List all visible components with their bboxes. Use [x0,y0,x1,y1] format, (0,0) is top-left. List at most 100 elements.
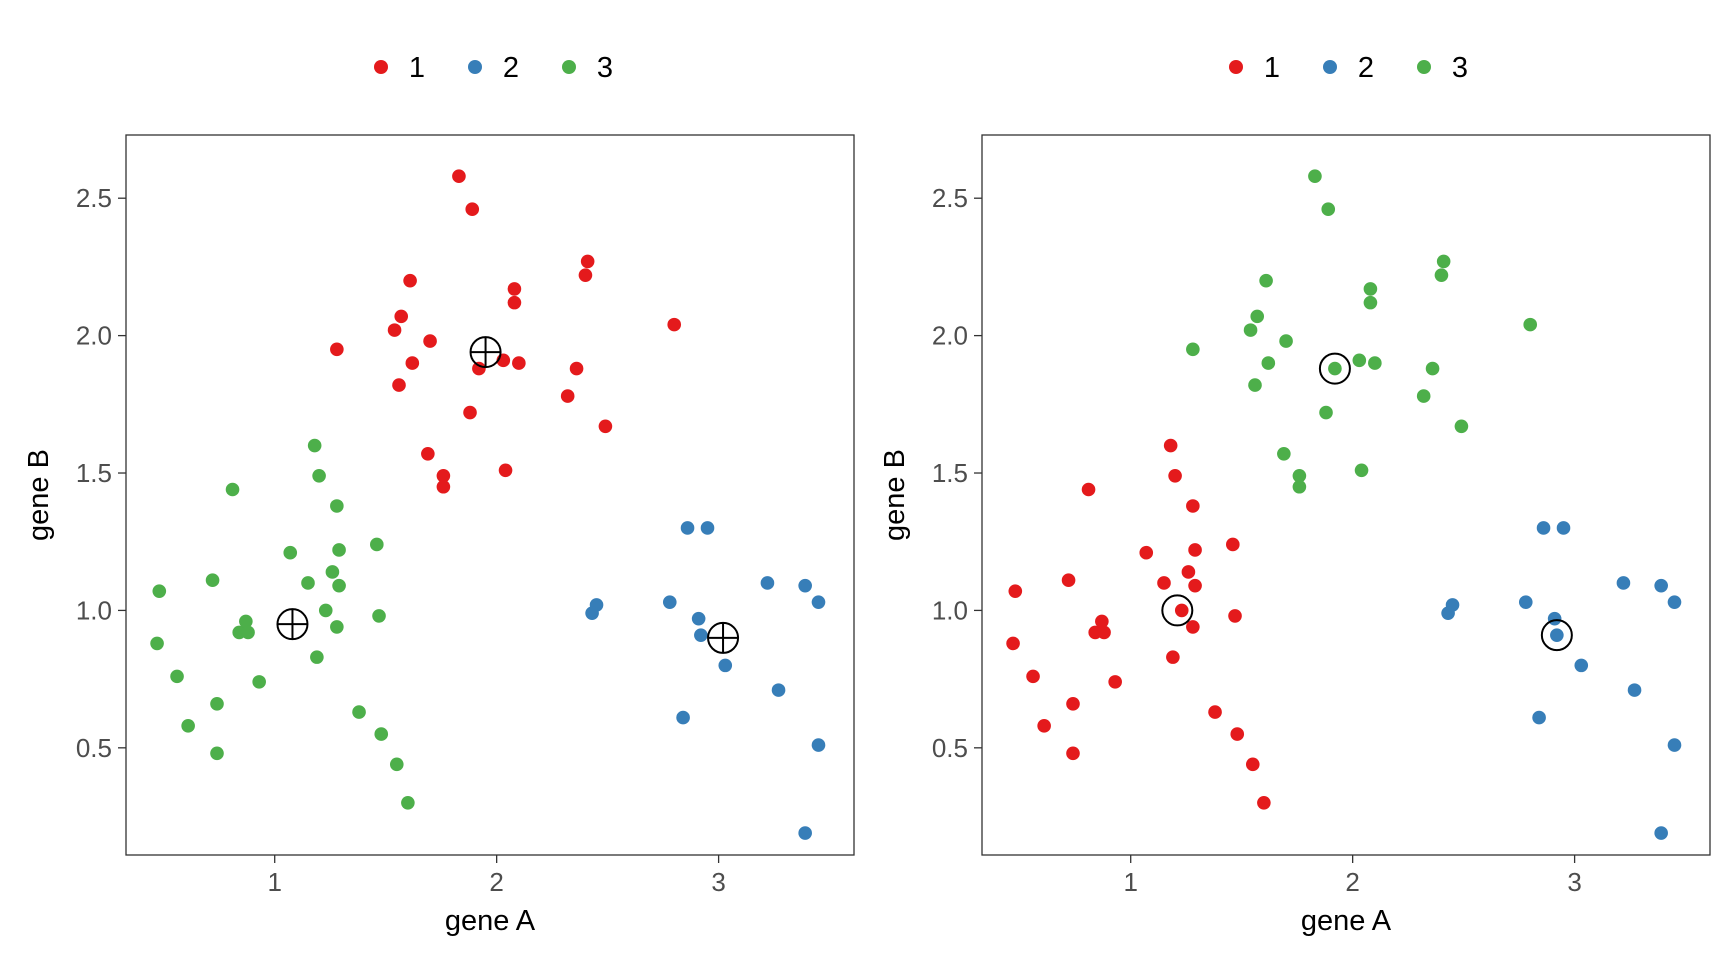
data-point-cluster-3 [239,614,253,629]
data-point-cluster-1 [498,463,513,478]
data-point-cluster-2 [1532,710,1546,725]
data-point-cluster-3 [1319,405,1333,420]
data-point-cluster-3 [1368,356,1382,370]
x-axis-title: gene A [445,905,536,937]
data-point-cluster-1 [452,169,466,184]
data-point-cluster-1 [1066,746,1080,761]
data-point-cluster-2 [760,576,775,590]
data-point-cluster-2 [662,595,677,609]
data-point-cluster-1 [1006,636,1020,651]
data-point-cluster-3 [1434,268,1449,282]
data-point-cluster-1 [1174,603,1189,618]
data-point-cluster-2 [771,683,786,697]
data-point-cluster-3 [301,576,315,590]
x-tick-label: 3 [1567,867,1581,897]
data-point-cluster-3 [1292,468,1307,483]
data-point-cluster-1 [1095,614,1109,629]
data-point-cluster-3 [1243,323,1258,337]
data-point-cluster-2 [1654,578,1668,593]
data-point-cluster-3 [1416,389,1431,403]
legend-label-3: 3 [597,52,613,84]
data-point-cluster-3 [374,727,389,741]
data-point-cluster-1 [392,378,406,392]
data-point-cluster-2 [1654,826,1668,840]
data-point-cluster-3 [1279,334,1293,348]
data-point-cluster-2 [585,606,599,620]
data-point-cluster-3 [252,675,266,689]
x-tick-label: 1 [1123,867,1137,897]
data-point-cluster-3 [1363,282,1378,296]
legend-label-2: 2 [1358,52,1374,84]
data-point-cluster-1 [569,361,584,376]
x-tick-label: 2 [1345,867,1359,897]
y-tick-label: 0.5 [76,733,112,763]
data-point-cluster-1 [1186,620,1200,634]
data-point-cluster-3 [283,545,298,560]
data-point-cluster-1 [1168,468,1182,483]
data-point-cluster-2 [700,521,715,535]
y-tick-label: 2.0 [932,321,968,351]
legend-key-3 [1417,60,1431,74]
data-point-cluster-1 [507,295,522,310]
data-point-cluster-1 [512,356,526,370]
data-point-cluster-3 [1523,317,1538,332]
data-point-cluster-1 [1061,573,1076,587]
y-axis-title: gene B [879,449,911,541]
data-point-cluster-2 [1536,521,1551,535]
data-point-cluster-1 [472,361,486,376]
legend-label-3: 3 [1452,52,1468,84]
data-point-cluster-1 [394,309,409,324]
data-point-cluster-3 [1259,273,1273,288]
data-point-cluster-1 [1026,669,1040,684]
data-point-cluster-3 [1248,378,1262,392]
data-point-cluster-3 [310,650,324,664]
data-point-cluster-1 [387,323,402,337]
data-point-cluster-1 [1081,482,1096,497]
data-point-cluster-3 [170,669,184,684]
data-point-cluster-2 [798,826,812,840]
data-point-cluster-3 [1321,202,1336,216]
data-point-cluster-1 [1157,576,1171,590]
data-point-cluster-3 [401,795,415,810]
data-point-cluster-3 [332,543,346,557]
data-point-cluster-1 [1108,675,1122,689]
data-point-cluster-1 [598,419,613,434]
data-point-cluster-3 [1292,479,1307,494]
data-point-cluster-1 [1163,438,1178,453]
legend-label-1: 1 [1264,52,1280,84]
medoid-marker [1161,594,1194,627]
data-point-cluster-3 [352,705,366,719]
medoid-marker [1540,619,1573,652]
data-point-cluster-2 [1627,683,1642,697]
data-point-cluster-1 [463,405,477,420]
legend-label-1: 1 [409,52,425,84]
legend: 1 2 3 [374,52,613,84]
data-point-cluster-3 [210,746,224,761]
data-point-cluster-1 [1008,584,1023,598]
data-point-cluster-1 [578,268,593,282]
data-point-cluster-3 [325,565,340,579]
data-point-cluster-1 [1181,565,1196,579]
data-point-cluster-1 [507,282,522,296]
data-point-cluster-1 [1066,697,1080,711]
data-point-cluster-2 [691,611,706,626]
data-point-cluster-3 [205,573,220,587]
data-point-cluster-2 [1441,606,1455,620]
y-tick-label: 1.5 [76,458,112,488]
data-point-cluster-3 [225,482,240,497]
data-point-cluster-3 [389,757,404,772]
x-axis-title: gene A [1301,905,1392,937]
data-point-cluster-1 [421,446,435,461]
medoid-marker [1318,352,1351,385]
data-point-cluster-3 [307,438,322,453]
y-tick-label: 2.5 [932,183,968,213]
data-point-cluster-1 [405,356,420,370]
data-point-cluster-3 [1328,361,1342,376]
centroid-marker [707,621,740,654]
data-point-cluster-2 [676,710,690,725]
data-point-cluster-3 [210,697,224,711]
data-point-cluster-2 [1556,521,1571,535]
data-point-cluster-1 [1186,499,1200,513]
data-point-cluster-2 [1667,738,1682,752]
